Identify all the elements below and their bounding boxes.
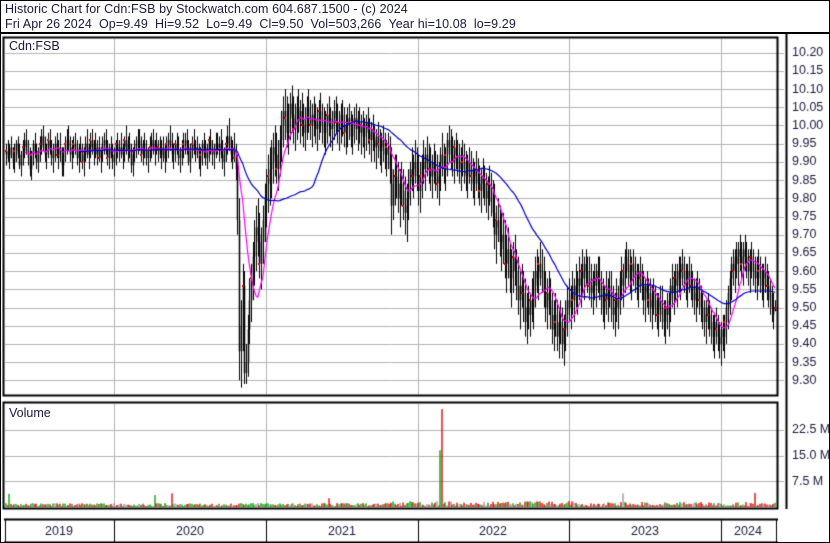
quote-close: Cl=9.50 xyxy=(259,17,304,31)
price-volume-chart-canvas[interactable] xyxy=(1,34,829,542)
quote-open: Op=9.49 xyxy=(98,17,148,31)
quote-year-low: lo=9.29 xyxy=(473,17,516,31)
quote-date: Fri Apr 26 2024 xyxy=(5,17,92,31)
chart-header: Historic Chart for Cdn:FSB by Stockwatch… xyxy=(1,1,829,34)
quote-volume: Vol=503,266 xyxy=(310,17,382,31)
quote-year-high: Year hi=10.08 xyxy=(388,17,467,31)
chart-title-line: Historic Chart for Cdn:FSB by Stockwatch… xyxy=(5,2,408,16)
price-panel-label: Cdn:FSB xyxy=(9,39,60,53)
chart-quote-line: Fri Apr 26 2024 Op=9.49 Hi=9.52 Lo=9.49 Cl=9… xyxy=(5,17,829,32)
quote-high: Hi=9.52 xyxy=(154,17,200,31)
volume-panel-label: Volume xyxy=(9,406,51,420)
quote-low: Lo=9.49 xyxy=(206,17,253,31)
